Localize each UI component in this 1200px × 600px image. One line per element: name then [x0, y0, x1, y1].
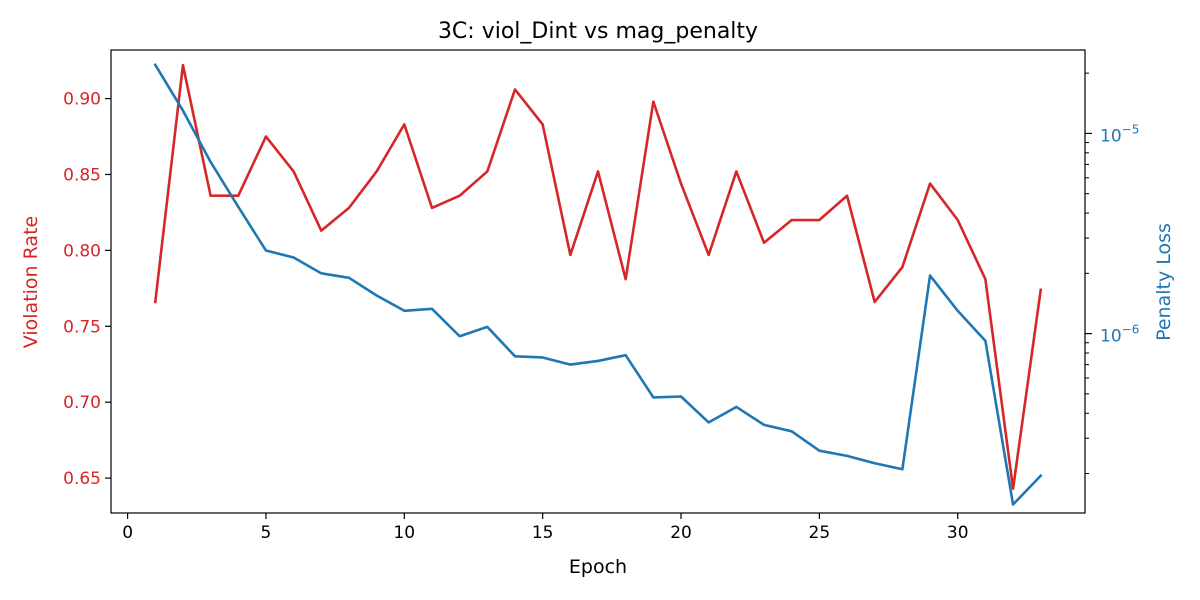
plot-frame: [110, 49, 1086, 514]
right-tick-exponent: −5: [1122, 122, 1140, 136]
right-tick-base: 10: [1100, 327, 1122, 347]
x-tick-label: 15: [532, 523, 554, 543]
x-tick-label: 30: [947, 523, 969, 543]
x-tick-label: 5: [261, 523, 272, 543]
right-axis-label: Penalty Loss: [1153, 223, 1175, 341]
x-axis-ticks: 0 5 10 15 20 25 30: [122, 513, 969, 543]
right-tick-label: 10−6: [1100, 323, 1139, 347]
x-tick-label: 0: [122, 523, 133, 543]
right-tick-base: 10: [1100, 126, 1122, 146]
left-tick-label: 0.90: [63, 90, 101, 110]
x-axis-label: Epoch: [569, 556, 627, 578]
right-tick-label: 10−5: [1100, 122, 1139, 146]
left-tick-label: 0.70: [63, 393, 101, 413]
left-tick-label: 0.75: [63, 317, 101, 337]
x-tick-label: 20: [670, 523, 692, 543]
violation-rate-line: [153, 63, 1043, 491]
right-tick-exponent: −6: [1122, 323, 1140, 337]
x-tick-label: 10: [393, 523, 415, 543]
penalty-loss-line: [153, 63, 1043, 506]
x-tick-label: 25: [809, 523, 831, 543]
left-tick-label: 0.85: [63, 165, 101, 185]
left-tick-label: 0.65: [63, 469, 101, 489]
chart-title: 3C: viol_Dint vs mag_penalty: [438, 19, 758, 44]
left-axis-ticks: 0.65 0.70 0.75 0.80 0.85 0.90: [63, 90, 111, 489]
series-layer: [153, 63, 1043, 506]
left-tick-label: 0.80: [63, 241, 101, 261]
right-axis-ticks: 10−610−5: [1085, 72, 1139, 475]
left-axis-label: Violation Rate: [20, 216, 42, 348]
